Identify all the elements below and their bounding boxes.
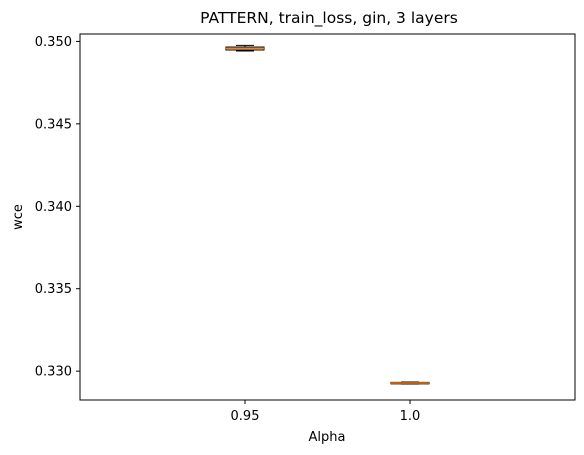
y-tick-label: 0.330 bbox=[35, 365, 72, 380]
y-tick-label: 0.335 bbox=[35, 282, 72, 297]
x-tick-label: 0.95 bbox=[231, 409, 260, 424]
y-tick-label: 0.350 bbox=[35, 35, 72, 50]
x-axis: 0.95 1.0 bbox=[231, 400, 421, 424]
chart-title: PATTERN, train_loss, gin, 3 layers bbox=[200, 9, 458, 28]
x-tick-label: 1.0 bbox=[400, 409, 421, 424]
y-tick-label: 0.345 bbox=[35, 117, 72, 132]
y-axis-label: wce bbox=[11, 204, 26, 230]
x-axis-label: Alpha bbox=[309, 430, 346, 445]
box-1.0 bbox=[390, 381, 430, 385]
box-series bbox=[225, 44, 430, 385]
plot-area bbox=[79, 33, 576, 401]
box-0.95 bbox=[225, 44, 265, 52]
y-axis: 0.330 0.335 0.340 0.345 0.350 bbox=[35, 35, 80, 380]
y-tick-label: 0.340 bbox=[35, 200, 72, 215]
